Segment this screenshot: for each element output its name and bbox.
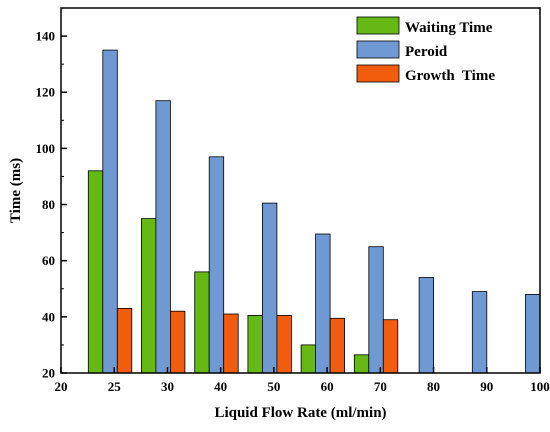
bar-peroid-70 — [368, 246, 384, 374]
x-tick-label: 90 — [480, 379, 493, 394]
bar-growth-time-60 — [329, 317, 346, 374]
legend-label-waiting-time: Waiting Time — [405, 20, 493, 36]
legend: Waiting Time Peroid Growth Time — [356, 16, 495, 84]
legend-label-peroid: Peroid — [405, 44, 448, 60]
legend-swatch-growth-time — [356, 64, 400, 83]
x-tick-label: 80 — [427, 379, 440, 394]
y-tick-label: 100 — [36, 141, 56, 156]
x-tick-label: 50 — [267, 379, 280, 394]
bar-peroid-25 — [102, 49, 118, 374]
bar-growth-time-50 — [276, 314, 292, 374]
bar-waiting-time-30 — [140, 218, 157, 374]
x-tick-label: 30 — [161, 379, 174, 394]
legend-swatch-waiting-time — [356, 16, 400, 35]
bar-growth-time-30 — [169, 310, 186, 374]
y-tick-label: 20 — [42, 366, 55, 381]
axes: 20 40 60 80 100 120 140 20 25 30 40 50 60 70 80 90 100 — [36, 7, 550, 394]
x-tick-label: 100 — [530, 379, 550, 394]
y-tick-label: 140 — [36, 29, 56, 44]
y-tick-label: 40 — [42, 309, 55, 324]
x-tick-label: 70 — [374, 379, 387, 394]
y-axis-title: Time (ms) — [8, 158, 24, 223]
bar-peroid-60 — [315, 233, 331, 374]
bar-waiting-time-70 — [353, 354, 370, 374]
y-tick-label: 120 — [36, 85, 56, 100]
bar-peroid-90 — [525, 293, 541, 374]
x-axis-title: Liquid Flow Rate (ml/min) — [214, 405, 386, 421]
x-tick-label: 60 — [321, 379, 334, 394]
bars — [87, 49, 541, 374]
bar-peroid-80 — [418, 277, 435, 374]
bar-growth-time-25 — [116, 307, 133, 374]
plot-frame — [60, 7, 541, 374]
y-tick-label: 60 — [42, 253, 55, 268]
x-tick-label: 20 — [55, 379, 68, 394]
bar-growth-time-70 — [382, 319, 399, 374]
bar-waiting-time-40 — [194, 271, 210, 374]
bar-growth-time-40 — [223, 313, 239, 374]
bar-peroid-50 — [261, 202, 278, 374]
x-tick-label: 40 — [214, 379, 227, 394]
bar-peroid-30 — [155, 100, 171, 374]
x-tick-label: 25 — [108, 379, 122, 394]
bar-waiting-time-50 — [247, 314, 263, 374]
legend-swatch-peroid — [356, 40, 400, 59]
bar-waiting-time-25 — [87, 170, 104, 374]
bar-peroid-40 — [208, 156, 225, 374]
bar-waiting-time-60 — [300, 344, 317, 374]
legend-label-growth-time: Growth Time — [405, 68, 495, 84]
bar-peroid-85 — [471, 291, 488, 374]
y-tick-label: 80 — [42, 197, 55, 212]
